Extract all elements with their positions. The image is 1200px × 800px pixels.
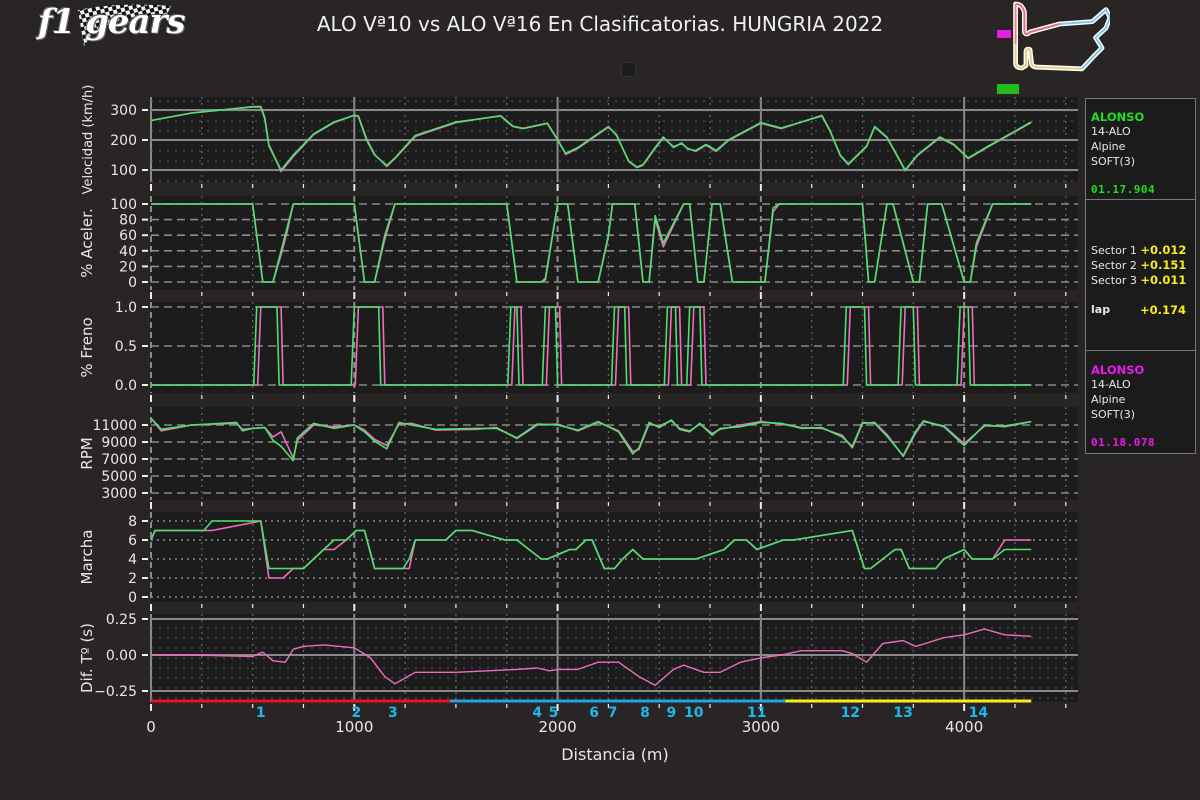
series-alo-v10-line (151, 306, 1032, 386)
plot-area (151, 614, 1078, 702)
ytick-label: 0 (128, 275, 137, 291)
ytick-label: 9000 (101, 435, 137, 451)
xtick-label: 3000 (742, 718, 780, 736)
corner-label: 2 (351, 705, 361, 721)
driver1-name: ALONSO (1091, 110, 1145, 124)
ytick-label: 2 (128, 571, 137, 587)
driver2-name: ALONSO (1091, 363, 1145, 377)
chart-title-text: ALO Vª10 vs ALO Vª16 En Clasificatorias.… (316, 12, 884, 36)
ylabel: Dif. Tº (s) (78, 623, 96, 693)
driver1-tyre: SOFT(3) (1091, 155, 1136, 168)
plot-area (151, 407, 1078, 500)
ytick-label: 200 (110, 133, 137, 149)
corner-label: 7 (608, 705, 618, 721)
ytick-label: 4 (128, 552, 137, 568)
ytick-label: 8 (128, 514, 137, 530)
ytick-label: 300 (110, 103, 137, 119)
sector3-row: Sector 3 +0.011 (1091, 273, 1186, 287)
sector2-row: Sector 2 +0.151 (1091, 258, 1186, 272)
xtick-label: 1000 (335, 718, 373, 736)
f1gears-logo (36, 2, 188, 50)
driver2-team: Alpine (1091, 393, 1126, 406)
ytick-label: 6 (128, 533, 137, 549)
driver1-code: 14-ALO (1091, 125, 1131, 138)
ytick-label: 1.0 (115, 300, 137, 316)
track-map-icon (997, 1, 1110, 94)
corner-label: 8 (640, 705, 650, 721)
series-alo-v10-line (150, 520, 1032, 570)
sector2-label: Sector 2 (1091, 259, 1137, 272)
sector3-delta: +0.011 (1140, 273, 1187, 287)
sector-delta-panel: Sector 1 +0.012 Sector 2 +0.151 Sector 3… (1085, 199, 1196, 351)
subplot-5 (142, 614, 1078, 711)
ytick-label: 0.0 (115, 378, 137, 394)
corner-label: 13 (893, 705, 912, 721)
ytick-label: 100 (110, 197, 137, 213)
xtick-label: 4000 (945, 718, 983, 736)
xtick-label: 2000 (538, 718, 576, 736)
driver1-team: Alpine (1091, 140, 1126, 153)
lap-label: lap (1091, 303, 1111, 316)
ytick-label: 0.25 (106, 612, 137, 628)
ylabel: RPM (78, 437, 96, 469)
ytick-label: 20 (119, 259, 137, 275)
ytick-label: 40 (119, 244, 137, 260)
ytick-label: 80 (119, 213, 137, 229)
logo-text: f1 gears (38, 2, 186, 42)
subplot-0 (142, 97, 1078, 191)
ylabel: Velocidad (km/h) (81, 85, 96, 195)
ylabel: Marcha (78, 530, 96, 585)
start-finish-marker (997, 84, 1019, 94)
delta-line (151, 628, 1032, 686)
subplot-3 (142, 407, 1078, 509)
ylabel: % Freno (78, 317, 96, 377)
ytick-label: 3000 (101, 486, 137, 502)
series-alo-v10-line (150, 106, 1032, 171)
plot-area (151, 196, 1078, 290)
sector1-delta: +0.012 (1140, 243, 1187, 257)
ytick-label: 0.5 (115, 339, 137, 355)
driver2-tyre: SOFT(3) (1091, 408, 1136, 421)
series-alo-v10-line (151, 203, 1032, 283)
driver2-panel: ALONSO 14-ALO Alpine SOFT(3) 01.18.078 (1085, 350, 1196, 454)
corner-label: 14 (969, 705, 989, 721)
corner-label: 10 (684, 705, 704, 721)
corner-label: 11 (747, 705, 766, 721)
ytick-label: 11000 (92, 418, 137, 434)
driver2-laptime: 01.18.078 (1091, 436, 1156, 449)
corner-label: 1 (256, 705, 266, 721)
sector1-row: Sector 1 +0.012 (1091, 243, 1186, 257)
sector1-label: Sector 1 (1091, 244, 1137, 257)
corner-label: 5 (549, 705, 559, 721)
xlabel: Distancia (m) (561, 745, 669, 764)
sector3-label: Sector 3 (1091, 274, 1137, 287)
corner-label: 6 (589, 705, 599, 721)
corner-label: 4 (532, 705, 542, 721)
checkered-flag-icon (78, 4, 171, 46)
ytick-label: 0 (128, 590, 137, 606)
ylabel: % Aceler. (78, 208, 96, 277)
ytick-label: −0.25 (94, 684, 137, 700)
subplot-4 (142, 512, 1078, 611)
corner-label: 12 (841, 705, 860, 721)
xtick-label: 0 (146, 718, 156, 736)
driver1-panel: ALONSO 14-ALO Alpine SOFT(3) 01.17.904 (1085, 98, 1196, 200)
ytick-label: 0.00 (106, 648, 137, 664)
corner-label: 9 (667, 705, 677, 721)
lap-delta: +0.174 (1140, 303, 1187, 317)
chart-title: ALO Vª10 vs ALO Vª16 En Clasificatorias.… (0, 12, 1200, 36)
legend-marker (621, 62, 636, 77)
sector2-delta: +0.151 (1140, 258, 1187, 272)
driver2-code: 14-ALO (1091, 378, 1131, 391)
ytick-label: 60 (119, 228, 137, 244)
plot-area (151, 512, 1078, 602)
corner-label: 3 (388, 705, 398, 721)
ytick-label: 5000 (101, 469, 137, 485)
speed-trap-marker (997, 30, 1011, 38)
ytick-label: 7000 (101, 452, 137, 468)
series-alo-v10-line (150, 417, 1032, 462)
ytick-label: 100 (110, 163, 137, 179)
driver1-laptime: 01.17.904 (1091, 183, 1156, 196)
